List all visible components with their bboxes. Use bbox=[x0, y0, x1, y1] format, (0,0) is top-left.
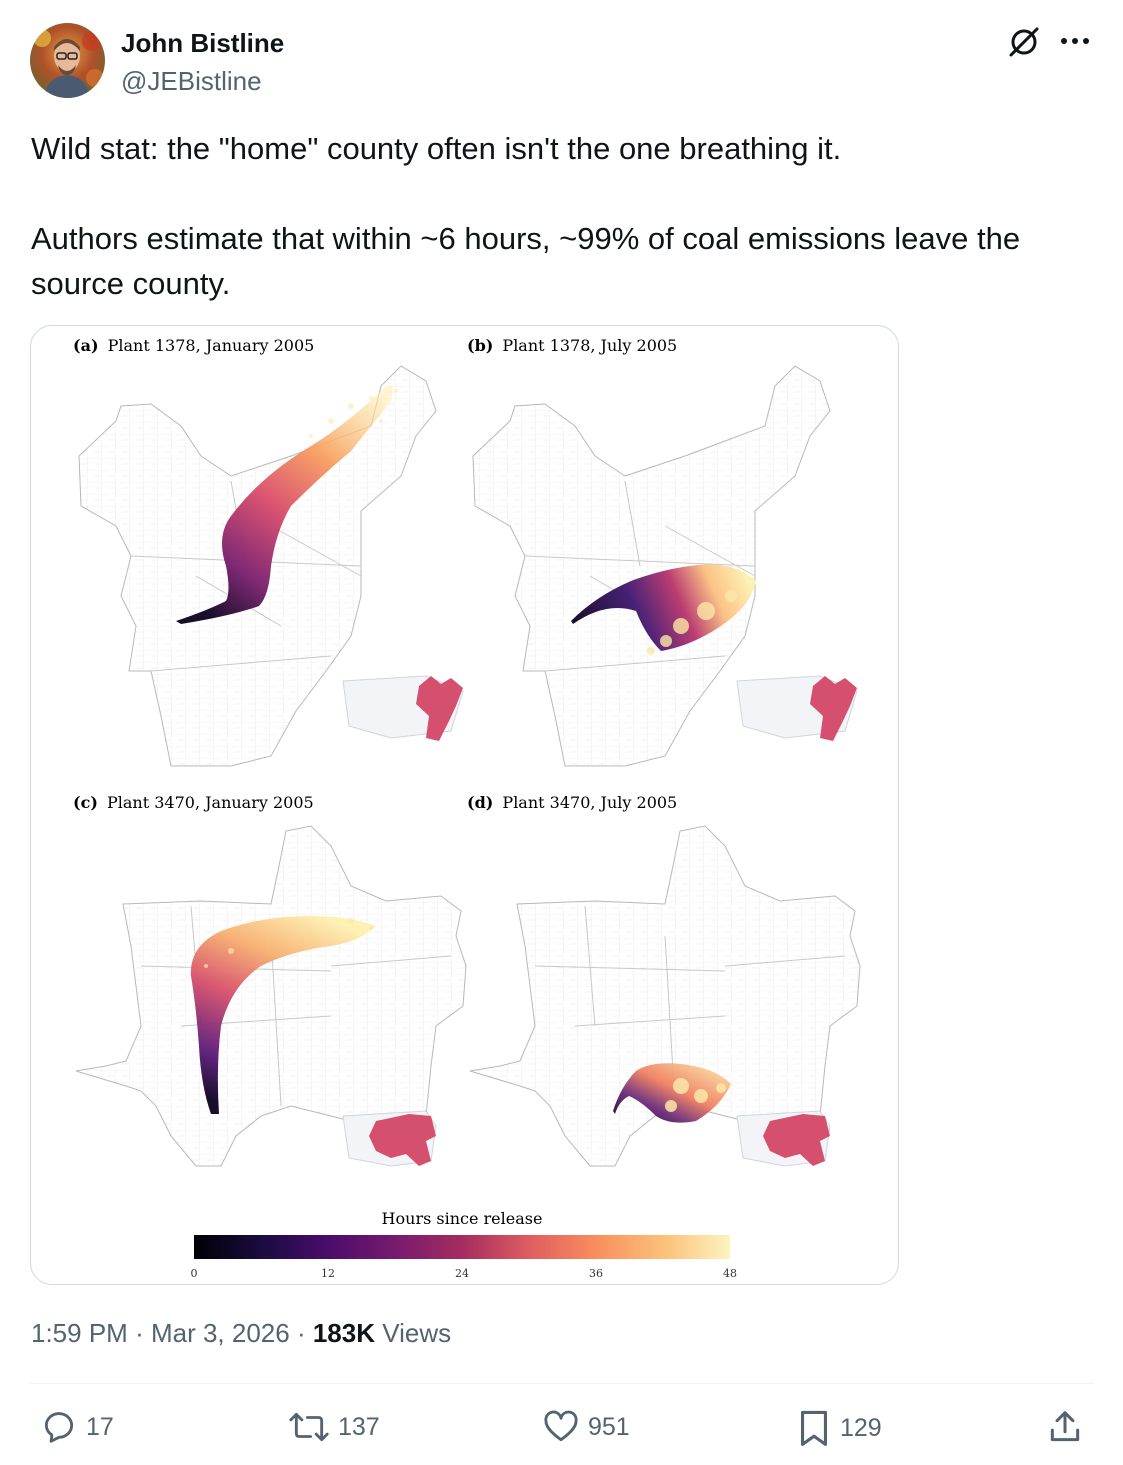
panel-d-caption: Plant 3470, July 2005 bbox=[502, 793, 677, 812]
like-icon bbox=[542, 1408, 580, 1446]
panel-b-caption: Plant 1378, July 2005 bbox=[502, 336, 677, 355]
share-button[interactable] bbox=[1046, 1408, 1084, 1446]
colorbar-tick-36: 36 bbox=[589, 1267, 603, 1280]
panel-c: (c) Plant 3470, January 2005 bbox=[73, 793, 467, 1167]
panel-d-plume bbox=[613, 1063, 731, 1123]
panel-d: (d) Plant 3470, July 2005 bbox=[467, 793, 861, 1167]
panel-a-caption: Plant 1378, January 2005 bbox=[108, 336, 315, 355]
reply-button[interactable]: 17 bbox=[40, 1408, 114, 1446]
repost-icon bbox=[288, 1408, 330, 1446]
panel-d-title: (d) Plant 3470, July 2005 bbox=[467, 793, 677, 812]
bookmark-count: 129 bbox=[840, 1413, 882, 1442]
post-meta: 1:59 PM · Mar 3, 2026 · 183K Views bbox=[31, 1318, 451, 1349]
post-text-line1: Wild stat: the "home" county often isn't… bbox=[31, 131, 842, 166]
panel-c-title: (c) Plant 3470, January 2005 bbox=[73, 793, 314, 812]
panel-b-map bbox=[472, 365, 831, 767]
bookmark-button[interactable]: 129 bbox=[796, 1408, 882, 1448]
like-count: 951 bbox=[588, 1412, 630, 1441]
post-time[interactable]: 1:59 PM bbox=[31, 1318, 128, 1348]
panel-d-inset-region bbox=[763, 1114, 830, 1166]
author-name[interactable]: John Bistline bbox=[121, 28, 285, 58]
repost-count: 137 bbox=[338, 1412, 380, 1441]
panel-a-label: (a) bbox=[73, 336, 99, 355]
colorbar-gradient bbox=[194, 1235, 730, 1259]
views-count: 183K bbox=[312, 1318, 375, 1348]
emissions-figure: (a) Plant 1378, January 2005 (b) Plant 1… bbox=[73, 336, 861, 1280]
colorbar: Hours since release 0 12 24 36 48 bbox=[191, 1209, 738, 1280]
panel-b-title: (b) Plant 1378, July 2005 bbox=[467, 336, 677, 355]
colorbar-tick-0: 0 bbox=[191, 1267, 198, 1280]
panel-c-inset-region bbox=[369, 1114, 436, 1166]
colorbar-title: Hours since release bbox=[382, 1209, 543, 1228]
panel-b-plume bbox=[571, 564, 756, 651]
reply-icon bbox=[40, 1408, 78, 1446]
meta-separator: · bbox=[296, 1318, 313, 1348]
panel-a-plume bbox=[176, 385, 393, 624]
colorbar-tick-12: 12 bbox=[321, 1267, 335, 1280]
more-icon[interactable] bbox=[1058, 30, 1092, 57]
panel-b-label: (b) bbox=[467, 336, 493, 355]
panel-c-plume bbox=[190, 916, 376, 1114]
author-handle[interactable]: @JEBistline bbox=[121, 66, 262, 96]
panel-c-caption: Plant 3470, January 2005 bbox=[107, 793, 314, 812]
post-text-line2: Authors estimate that within ~6 hours, ~… bbox=[31, 221, 1021, 301]
share-icon bbox=[1046, 1408, 1084, 1446]
panel-c-label: (c) bbox=[73, 793, 98, 812]
avatar[interactable] bbox=[30, 23, 105, 98]
colorbar-tick-24: 24 bbox=[455, 1267, 469, 1280]
panel-a: (a) Plant 1378, January 2005 bbox=[73, 336, 464, 767]
divider bbox=[30, 1383, 1094, 1384]
repost-button[interactable]: 137 bbox=[288, 1408, 380, 1446]
post-image[interactable]: (a) Plant 1378, January 2005 (b) Plant 1… bbox=[30, 325, 899, 1285]
panel-a-title: (a) Plant 1378, January 2005 bbox=[73, 336, 314, 355]
panel-a-inset-region bbox=[416, 676, 463, 741]
meta-separator: · bbox=[135, 1318, 151, 1348]
like-button[interactable]: 951 bbox=[542, 1408, 630, 1446]
post-date[interactable]: Mar 3, 2026 bbox=[150, 1318, 290, 1348]
grok-icon[interactable] bbox=[1006, 24, 1042, 65]
views-label: Views bbox=[382, 1318, 452, 1348]
reply-count: 17 bbox=[86, 1412, 114, 1441]
panel-d-label: (d) bbox=[467, 793, 493, 812]
bookmark-icon bbox=[796, 1408, 832, 1448]
colorbar-tick-48: 48 bbox=[723, 1267, 737, 1280]
panel-b: (b) Plant 1378, July 2005 bbox=[467, 336, 858, 767]
panel-b-inset-region bbox=[810, 676, 857, 741]
